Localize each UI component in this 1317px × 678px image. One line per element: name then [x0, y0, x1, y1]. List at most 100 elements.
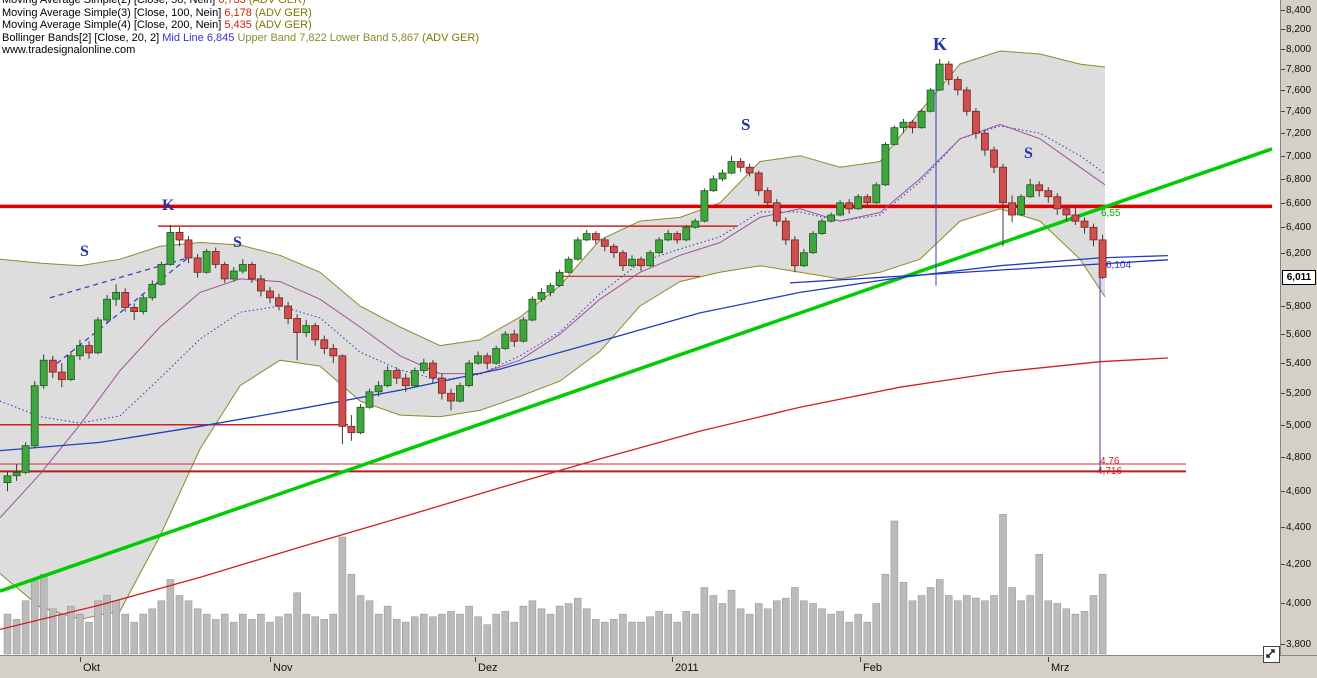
- indicator-legend: Moving Average Simple(2) [Close, 50, Nei…: [2, 0, 479, 57]
- y-axis[interactable]: 6,011 8,400 8,200 8,000 7,800 7,600 7,400 7,20…: [1280, 0, 1317, 655]
- y-axis-label: 4,200: [1286, 559, 1312, 570]
- resize-handle-icon[interactable]: [1263, 646, 1280, 663]
- legend-segment: Moving Average Simple(3) [Close, 100, Ne…: [2, 6, 225, 19]
- y-axis-tickmark: [1281, 644, 1285, 645]
- y-axis-tickmark: [1281, 69, 1285, 70]
- legend-segment: Moving Average Simple(4) [Close, 200, Ne…: [2, 19, 225, 31]
- y-axis-label: 7,200: [1286, 128, 1312, 139]
- y-axis-tickmark: [1281, 133, 1285, 134]
- legend-row: Moving Average Simple(3) [Close, 100, Ne…: [2, 7, 479, 20]
- y-axis-label: 6,600: [1286, 198, 1312, 209]
- y-axis-label: 7,000: [1286, 151, 1312, 162]
- sma-100-line: [0, 254, 1169, 452]
- legend-segment: Bollinger Bands[2] [Close, 20, 2]: [2, 31, 163, 44]
- y-axis-tickmark: [1281, 253, 1285, 254]
- x-axis-tickmark: [270, 657, 271, 662]
- x-axis-tickmark: [475, 657, 476, 662]
- y-axis-label: 7,800: [1286, 64, 1312, 75]
- x-axis-label: Dez: [478, 662, 498, 674]
- y-axis-label: 5,400: [1286, 358, 1312, 369]
- y-axis-label: 5,000: [1286, 420, 1312, 431]
- y-axis-tickmark: [1281, 306, 1285, 307]
- x-axis-label: Nov: [273, 662, 293, 674]
- y-axis-label: 4,000: [1286, 598, 1312, 609]
- sma-50-line: [0, 123, 1106, 519]
- price-annotation: 6,104: [1106, 260, 1131, 271]
- y-axis-tickmark: [1281, 393, 1285, 394]
- x-axis-label: Mrz: [1051, 662, 1070, 674]
- y-axis-tickmark: [1281, 10, 1285, 11]
- pattern-letter: S: [1024, 145, 1033, 162]
- y-axis-tickmark: [1281, 425, 1285, 426]
- y-axis-label: 6,800: [1286, 174, 1312, 185]
- y-axis-tickmark: [1281, 156, 1285, 157]
- y-axis-label: 8,400: [1286, 5, 1312, 16]
- legend-segment: Lower Band 5,867: [329, 31, 423, 44]
- y-axis-tickmark: [1281, 491, 1285, 492]
- y-axis-tickmark: [1281, 90, 1285, 91]
- y-axis-label: 8,000: [1286, 44, 1312, 55]
- y-axis-label: 3,800: [1286, 639, 1312, 650]
- y-axis-label: 4,800: [1286, 452, 1312, 463]
- x-axis-tickmark: [672, 657, 673, 662]
- legend-segment: 6,178: [224, 6, 252, 19]
- last-price-box: 6,011: [1282, 270, 1316, 285]
- x-axis-tickmark: [80, 657, 81, 662]
- y-axis-label: 6,400: [1286, 222, 1312, 233]
- price-annotation: 6,55: [1101, 208, 1121, 219]
- legend-segment: (ADV GER): [245, 0, 306, 6]
- x-axis-label: 2011: [675, 662, 699, 674]
- y-axis-tickmark: [1281, 603, 1285, 604]
- drawn-lines: [0, 64, 1273, 593]
- legend-segment: Mid Line 6,845: [162, 31, 238, 44]
- y-axis-label: 7,600: [1286, 85, 1312, 96]
- sma-200-line: [0, 357, 1169, 631]
- watermark: www.tradesignalonline.com: [2, 44, 136, 56]
- legend-segment: (ADV GER): [251, 19, 312, 31]
- legend-row: Moving Average Simple(2) [Close, 50, Nei…: [2, 0, 479, 7]
- y-axis-label: 5,600: [1286, 329, 1312, 340]
- pattern-letter: K: [933, 34, 947, 54]
- pattern-letter: S: [80, 243, 89, 260]
- candles: [3, 59, 1107, 492]
- y-axis-label: 4,400: [1286, 522, 1312, 533]
- x-axis-tickmark: [860, 657, 861, 662]
- price-annotation: 4,716: [1097, 466, 1122, 477]
- y-axis-label: 4,600: [1286, 486, 1312, 497]
- volume-bars: [3, 514, 1107, 655]
- y-axis-tickmark: [1281, 227, 1285, 228]
- legend-segment: (ADV GER): [251, 6, 312, 19]
- x-axis-tickmark: [1048, 657, 1049, 662]
- y-axis-tickmark: [1281, 334, 1285, 335]
- y-axis-tickmark: [1281, 49, 1285, 50]
- legend-row: Bollinger Bands[2] [Close, 20, 2] Mid Li…: [2, 32, 479, 45]
- legend-segment: (ADV GER): [422, 31, 479, 44]
- y-axis-label: 5,200: [1286, 388, 1312, 399]
- y-axis-label: 8,200: [1286, 24, 1312, 35]
- y-axis-tickmark: [1281, 564, 1285, 565]
- pattern-letter: S: [741, 115, 750, 134]
- pattern-letter: K: [162, 197, 175, 214]
- x-axis-label: Okt: [83, 662, 101, 674]
- y-axis-tickmark: [1281, 179, 1285, 180]
- y-axis-tickmark: [1281, 111, 1285, 112]
- y-axis-label: 5,800: [1286, 301, 1312, 312]
- y-axis-tickmark: [1281, 363, 1285, 364]
- y-axis-label: 6,200: [1286, 248, 1312, 259]
- legend-segment: Moving Average Simple(2) [Close, 50, Nei…: [2, 0, 219, 6]
- chart-annotations: S K S S K S 6,55 6,104 4,764,716: [80, 34, 1131, 477]
- legend-segment: 6,733: [218, 0, 246, 6]
- y-axis-tickmark: [1281, 29, 1285, 30]
- legend-segment: 5,435: [224, 19, 252, 31]
- y-axis-tickmark: [1281, 203, 1285, 204]
- legend-row: Moving Average Simple(4) [Close, 200, Ne…: [2, 19, 479, 32]
- price-annotation: 4,76: [1100, 456, 1120, 467]
- pattern-letter: S: [233, 234, 242, 251]
- y-axis-label: 7,400: [1286, 106, 1312, 117]
- legend-segment: Upper Band 7,822: [237, 31, 330, 44]
- x-axis[interactable]: Okt Nov Dez 2011 Feb Mrz: [0, 655, 1317, 678]
- y-axis-tickmark: [1281, 527, 1285, 528]
- y-axis-tickmark: [1281, 457, 1285, 458]
- x-axis-label: Feb: [863, 662, 882, 674]
